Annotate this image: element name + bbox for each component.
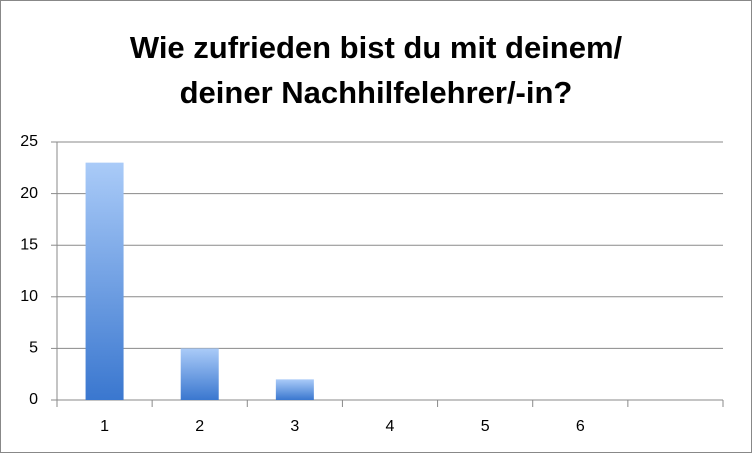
x-tick-label: 4 <box>386 418 395 435</box>
bar <box>180 348 219 400</box>
x-tick-label: 3 <box>290 418 299 435</box>
y-tick-label: 5 <box>29 340 38 357</box>
bar <box>275 379 314 400</box>
x-tick-label: 6 <box>576 418 585 435</box>
chart-title: deiner Nachhilfelehrer/-in? <box>180 75 573 110</box>
y-tick-label: 20 <box>20 185 38 202</box>
chart-title: Wie zufrieden bist du mit deinem/ <box>130 30 623 65</box>
x-tick-label: 2 <box>195 418 204 435</box>
y-tick-label: 10 <box>20 288 38 305</box>
x-tick-label: 5 <box>481 418 490 435</box>
y-tick-label: 0 <box>29 391 38 408</box>
y-tick-label: 25 <box>20 133 38 150</box>
x-tick-label: 1 <box>100 418 109 435</box>
bar <box>85 162 124 400</box>
y-tick-label: 15 <box>20 236 38 253</box>
